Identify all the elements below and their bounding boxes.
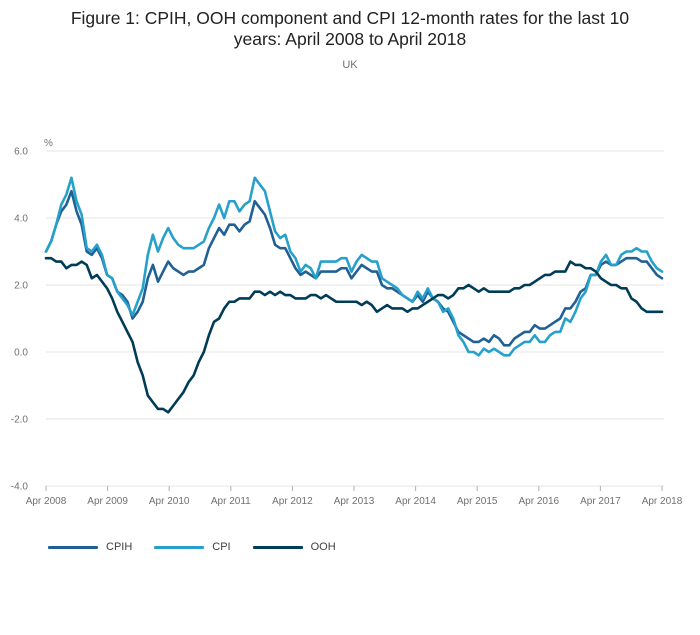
series-line-cpi[interactable]: [44, 176, 664, 357]
legend-label-cpih: CPIH: [106, 541, 133, 553]
x-tick-label: Apr 2012: [272, 496, 313, 507]
chart-series: [44, 176, 664, 414]
x-axis-ticks: Apr 2008 Apr 2009 Apr 2010 Apr 2011 Apr 2012…: [26, 486, 683, 507]
gridlines: [46, 150, 664, 487]
series-line-ooh[interactable]: [44, 256, 664, 414]
x-tick-label: Apr 2009: [87, 496, 128, 507]
legend-label-ooh: OOH: [310, 541, 336, 553]
y-tick-label: 2.0: [14, 281, 28, 292]
x-tick-label: Apr 2017: [580, 496, 621, 507]
y-tick-label: -2.0: [11, 415, 29, 426]
x-tick-label: Apr 2018: [642, 496, 683, 507]
y-tick-label: 0.0: [14, 348, 28, 359]
legend-item-cpih[interactable]: CPIH: [48, 541, 132, 553]
y-axis-unit-label: %: [44, 138, 53, 149]
x-tick-label: Apr 2015: [457, 496, 498, 507]
legend-swatch-ooh: [252, 545, 303, 549]
legend-swatch-cpih: [48, 545, 98, 549]
chart-subtitle: UK: [342, 59, 358, 71]
chart-title: Figure 1: CPIH, OOH component and CPI 12…: [0, 8, 700, 50]
legend: CPIH CPI OOH: [48, 541, 358, 553]
x-tick-label: Apr 2011: [211, 496, 251, 507]
legend-item-ooh[interactable]: OOH: [252, 541, 336, 553]
x-tick-label: Apr 2010: [149, 496, 190, 507]
x-tick-label: Apr 2008: [26, 496, 67, 507]
y-axis-ticks: 6.0 4.0 2.0 0.0 -2.0 -4.0: [11, 147, 29, 493]
y-tick-label: -4.0: [11, 482, 29, 493]
y-tick-label: 4.0: [14, 214, 28, 225]
x-tick-label: Apr 2016: [519, 496, 560, 507]
x-tick-label: Apr 2014: [395, 496, 436, 507]
series-line-cpih[interactable]: [44, 189, 664, 347]
chart-title-line1: Figure 1: CPIH, OOH component and CPI 12…: [70, 8, 630, 28]
y-tick-label: 6.0: [14, 147, 28, 158]
chart-title-line2: years: April 2008 to April 2018: [233, 29, 467, 49]
legend-item-cpi[interactable]: CPI: [154, 541, 231, 553]
legend-label-cpi: CPI: [212, 541, 231, 553]
x-tick-label: Apr 2013: [334, 496, 375, 507]
legend-swatch-cpi: [154, 545, 205, 549]
